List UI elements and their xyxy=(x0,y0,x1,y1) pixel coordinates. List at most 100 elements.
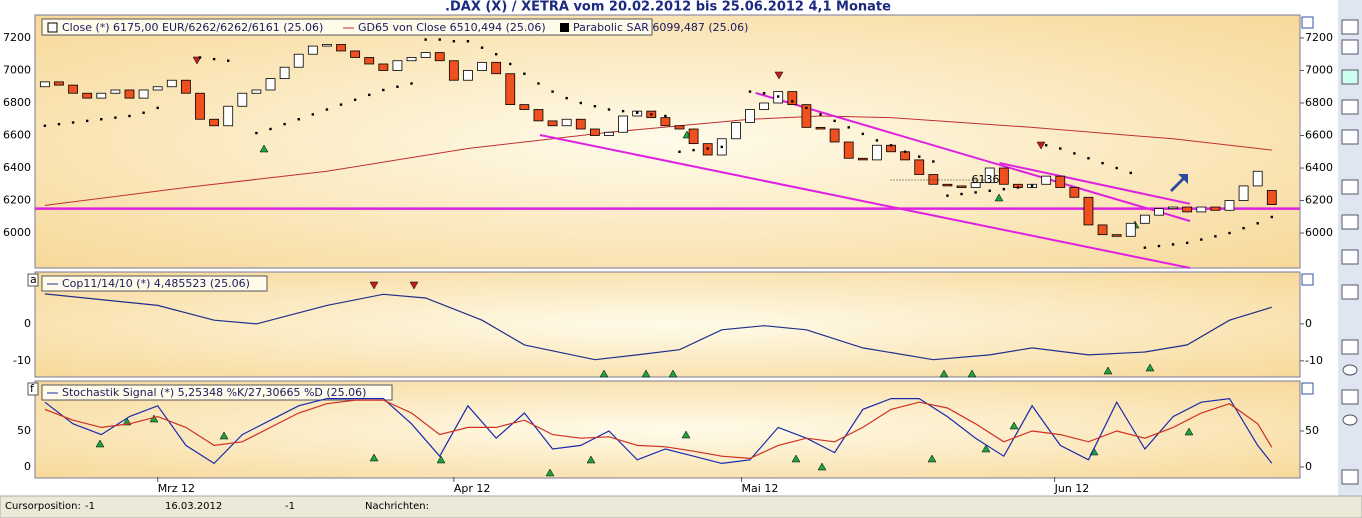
panel-menu-button[interactable] xyxy=(1301,273,1314,286)
candle xyxy=(1154,208,1164,216)
candle xyxy=(674,125,685,130)
candle xyxy=(914,159,925,175)
candle xyxy=(688,128,699,145)
sar-dot xyxy=(537,82,540,85)
sar-dot xyxy=(311,113,315,116)
candle xyxy=(138,89,149,99)
sar-dot xyxy=(353,98,357,101)
sar-dot xyxy=(297,118,300,121)
legend-box xyxy=(41,18,653,36)
sar-dot xyxy=(678,150,681,153)
candle xyxy=(96,92,107,99)
indicator-line xyxy=(44,397,1273,465)
candle xyxy=(322,44,332,47)
candle xyxy=(392,60,403,71)
candle xyxy=(1196,206,1207,213)
sar-dot xyxy=(819,113,822,116)
candle xyxy=(1238,185,1249,201)
legend-icon xyxy=(560,23,569,32)
sar-dot xyxy=(452,40,456,43)
panel-label: f xyxy=(30,382,35,395)
sar-dot xyxy=(1101,161,1104,165)
sar-dot xyxy=(762,92,766,95)
sar-dot xyxy=(1171,243,1175,246)
candle xyxy=(984,167,995,184)
sar-dot xyxy=(128,114,131,118)
candle xyxy=(1125,222,1136,237)
y-tick-label-right: 7200 xyxy=(1305,31,1333,44)
status-item: -1 xyxy=(285,501,295,512)
sar-dot xyxy=(255,131,258,135)
sar-dot xyxy=(71,121,75,124)
sar-dot xyxy=(650,113,653,116)
sar-dot xyxy=(466,40,470,43)
sar-dot xyxy=(607,108,611,111)
candle xyxy=(998,167,1009,185)
sar-dot xyxy=(918,155,921,158)
candle xyxy=(519,104,530,110)
candle xyxy=(364,57,375,65)
candle xyxy=(618,115,628,133)
y-tick-label-right: 6400 xyxy=(1305,161,1333,174)
candle xyxy=(350,50,361,58)
sar-dot xyxy=(974,191,977,194)
tool-button[interactable] xyxy=(1341,284,1359,300)
y-tick-label: 50 xyxy=(17,424,31,437)
tool-button[interactable] xyxy=(1341,389,1359,405)
sar-dot xyxy=(227,59,230,62)
candle xyxy=(759,102,770,110)
sar-dot xyxy=(621,109,625,113)
signal-markers xyxy=(95,56,1194,477)
y-tick-label: 0 xyxy=(24,317,31,330)
y-tick-label: -10 xyxy=(13,354,31,367)
candle xyxy=(660,117,671,127)
sar-dot xyxy=(325,108,329,111)
candle xyxy=(815,126,826,130)
candle xyxy=(265,78,276,91)
sar-dot xyxy=(1270,215,1273,219)
panel-menu-button[interactable] xyxy=(1301,16,1314,29)
sar-dot xyxy=(889,144,893,147)
tool-button[interactable] xyxy=(1341,469,1359,485)
panel-menu-button[interactable] xyxy=(1301,382,1314,395)
tool-button[interactable] xyxy=(1341,179,1359,195)
candle xyxy=(1224,200,1235,211)
candle xyxy=(1266,190,1277,205)
candle xyxy=(166,79,177,88)
y-tick-label: 6000 xyxy=(3,226,31,239)
panel-label: a xyxy=(30,273,37,286)
sar-dot xyxy=(903,150,907,153)
status-item: 16.03.2012 xyxy=(165,501,222,512)
tool-button[interactable] xyxy=(1341,339,1359,355)
candle xyxy=(152,86,163,91)
candle xyxy=(575,118,586,130)
sar-dot xyxy=(509,62,512,66)
sar-dot xyxy=(1185,241,1189,245)
tool-button[interactable] xyxy=(1341,19,1359,35)
tool-button[interactable] xyxy=(1341,69,1359,85)
sar-dot xyxy=(198,56,202,59)
x-tick-label: Mrz 12 xyxy=(158,482,195,495)
sar-dot xyxy=(142,111,145,114)
legend-entry: Cop11/14/10 (*) 4,485523 (25.06) xyxy=(62,277,250,290)
tool-button[interactable] xyxy=(1341,39,1359,55)
candle xyxy=(857,157,868,161)
tool-button[interactable] xyxy=(1341,129,1359,145)
y-tick-label: 6600 xyxy=(3,129,31,142)
tool-button[interactable] xyxy=(1341,99,1359,115)
tool-button[interactable] xyxy=(1341,249,1359,265)
sar-dot xyxy=(805,106,808,110)
candle xyxy=(39,81,50,88)
candle xyxy=(237,92,248,107)
candle xyxy=(223,105,234,127)
tool-button[interactable] xyxy=(1342,364,1358,376)
legend-entry: GD65 von Close 6510,494 (25.06) xyxy=(358,21,546,34)
tool-button[interactable] xyxy=(1341,214,1359,230)
sell-signal xyxy=(192,56,1046,290)
tool-button[interactable] xyxy=(1342,414,1358,426)
candle xyxy=(1041,175,1052,185)
toolbar xyxy=(1338,0,1362,496)
sar-dot xyxy=(283,122,286,126)
legend-box xyxy=(41,384,393,401)
